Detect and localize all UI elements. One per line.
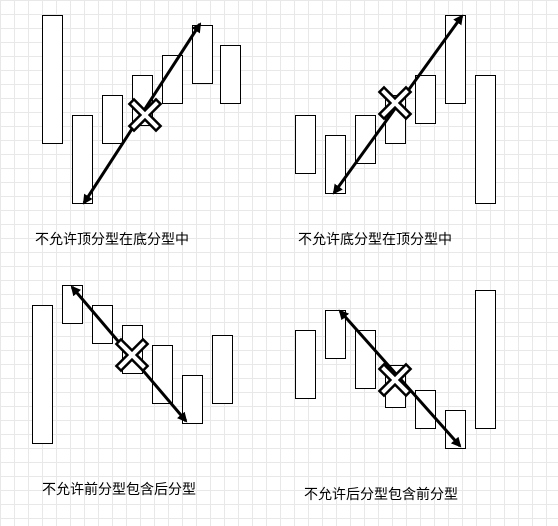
candle-bar-6 [192,25,213,84]
cross-stroke-inner [131,101,159,129]
candle-bar-5 [415,75,436,124]
x-cross-icon [127,97,163,133]
x-cross-icon [114,337,150,373]
candle-bar-7 [475,75,496,204]
panel-top-left [42,15,241,205]
panel-bottom-left [32,285,233,444]
caption-bottom-left: 不允许前分型包含后分型 [42,482,196,498]
candle-bar-1 [295,330,316,399]
candle-bar-1 [42,15,63,144]
x-cross-icon [377,362,413,398]
candle-bar-6 [182,375,203,424]
panel-bottom-right [295,290,496,449]
candle-bar-5 [415,390,436,429]
cross-stroke-inner [381,89,409,117]
candle-bar-2 [62,285,83,324]
candle-bar-7 [212,335,233,404]
candle-bar-2 [325,135,346,194]
candle-bar-2 [325,310,346,359]
candle-bar-6 [445,15,466,104]
candle-bar-1 [295,115,316,174]
candle-bar-3 [102,95,123,144]
caption-bottom-right: 不允许后分型包含前分型 [304,487,458,503]
caption-top-left: 不允许顶分型在底分型中 [35,232,189,248]
candle-bar-2 [72,115,93,204]
panel-top-right [295,14,496,204]
cross-stroke-inner [118,341,146,369]
caption-top-right: 不允许底分型在顶分型中 [298,232,452,248]
x-cross-icon [377,85,413,121]
cross-stroke-inner [381,366,409,394]
candle-bar-7 [475,290,496,429]
candle-bar-7 [220,45,241,104]
candle-bar-1 [32,305,53,444]
